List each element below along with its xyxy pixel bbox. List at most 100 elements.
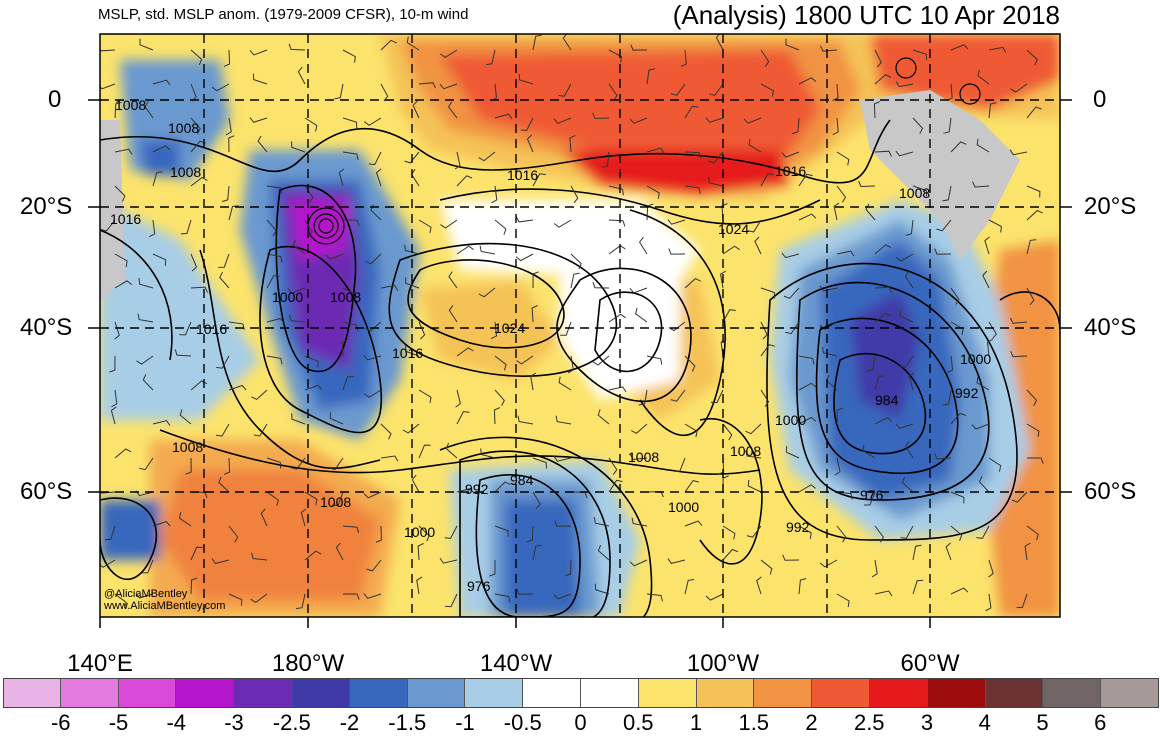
wind-barb [494, 389, 505, 407]
wind-barb [329, 457, 344, 471]
isobar-label: 1008 [170, 164, 201, 180]
wind-barb [646, 355, 663, 365]
isobar-label: 1008 [730, 443, 761, 459]
wind-barb [866, 355, 876, 372]
wind-barb [562, 34, 572, 51]
wind-barb [455, 389, 461, 408]
colorbar-tick-label: -3 [224, 710, 244, 735]
wind-barb [912, 544, 922, 561]
wind-barb [342, 287, 357, 301]
isobar-label: 1000 [775, 412, 806, 428]
colorbar-tick-label: -5 [108, 710, 129, 735]
isobar-label: 992 [955, 385, 979, 401]
wind-barb [332, 491, 344, 506]
wind-barb [266, 457, 282, 469]
wind-barb [684, 151, 702, 159]
wind-barb [343, 593, 360, 600]
wind-barb [608, 479, 623, 493]
wind-barb [900, 525, 914, 539]
wind-barb [597, 544, 610, 561]
wind-barb [901, 476, 914, 493]
isobar-label: 1000 [404, 524, 435, 540]
wind-barb [486, 49, 496, 66]
wind-barb [494, 219, 507, 235]
wind-barb [570, 185, 579, 204]
colorbar-swatch [580, 678, 639, 707]
wind-barb [708, 83, 724, 96]
wind-barb [710, 389, 724, 404]
wind-barb [782, 554, 800, 561]
wind-barb [516, 588, 534, 595]
wind-barb [950, 525, 963, 541]
wind-barb [190, 117, 201, 135]
isobar-label: 1008 [168, 120, 199, 136]
wind-barb [646, 185, 660, 199]
credit-handle: @AliciaMBentley [104, 588, 188, 600]
wind-barb [760, 389, 770, 407]
wind-barb [250, 593, 268, 604]
isobar-label: 1016 [507, 167, 538, 183]
wind-barb [646, 147, 665, 154]
wind-barb [684, 579, 695, 595]
wind-barb [912, 185, 927, 197]
wind-barb [874, 375, 885, 391]
wind-barb [291, 141, 306, 153]
wind-barb [380, 455, 399, 462]
wind-barb [635, 307, 648, 323]
wind-barb [266, 355, 283, 365]
wind-barb [228, 205, 239, 221]
wind-barb [832, 117, 839, 136]
lat-label-40s-left: 40°S [20, 314, 73, 341]
wind-barb [950, 287, 960, 305]
wind-barb [448, 271, 458, 289]
colorbar-swatch [696, 678, 755, 707]
wind-barb [976, 525, 990, 539]
wind-barb [447, 101, 458, 119]
wind-barb [266, 219, 277, 237]
isobar-label: 1016 [196, 321, 227, 337]
colorbar-swatch [291, 678, 350, 707]
isobar-label: 1000 [668, 499, 699, 515]
wind-barb [445, 593, 458, 608]
wind-barb [1026, 49, 1038, 66]
wind-barb [185, 457, 192, 475]
wind-barb [988, 321, 997, 340]
wind-barb [375, 168, 382, 187]
colorbar-tick-label: 2 [805, 710, 818, 735]
wind-barb [760, 287, 775, 299]
map-frame [99, 33, 1061, 618]
wind-barb [418, 82, 437, 89]
wind-barb [592, 282, 610, 289]
wind-barb [977, 69, 990, 85]
wind-barb [874, 74, 892, 85]
wind-barb [760, 321, 768, 340]
wind-barb [111, 389, 118, 408]
colorbar-swatch [927, 678, 986, 707]
wind-barb [594, 583, 610, 595]
colorbar-swatch [1101, 678, 1158, 707]
wind-barb [266, 185, 283, 195]
wind-barb [608, 83, 618, 101]
wind-barb [223, 457, 231, 475]
lon-label-100w: 100°W [686, 650, 760, 677]
lon-label-60w: 60°W [900, 650, 960, 677]
wind-barb [178, 512, 192, 527]
isobar-label: 1008 [628, 449, 659, 465]
wind-barb [141, 559, 154, 574]
wind-barb [304, 491, 318, 506]
wind-barb [1010, 83, 1028, 93]
wind-barb [334, 83, 344, 100]
wind-barb [836, 185, 847, 203]
wind-barb [836, 407, 844, 425]
wind-barb [899, 355, 914, 369]
wind-barb [411, 474, 420, 493]
wind-barb [100, 489, 116, 494]
axis-ticks [88, 99, 1072, 628]
wind-barb [971, 423, 990, 430]
wind-barb [215, 423, 230, 437]
wind-barb [1026, 106, 1042, 119]
wind-barb [722, 245, 740, 255]
wind-barb [899, 310, 914, 323]
wind-barb [114, 448, 132, 459]
isobar-label: 992 [786, 519, 810, 535]
